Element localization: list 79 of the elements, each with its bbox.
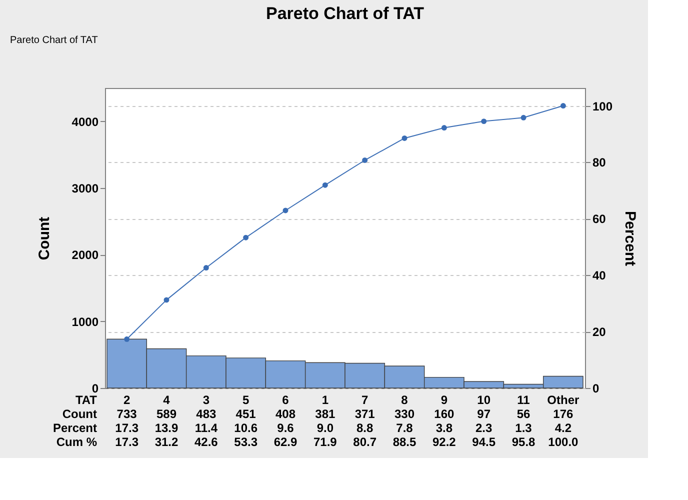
- y2-axis-title: Percent: [622, 210, 639, 266]
- data-label: 100.0: [548, 435, 579, 449]
- point: [402, 136, 408, 141]
- chart-title: Pareto Chart of TAT: [266, 4, 425, 23]
- data-label: 80.7: [353, 435, 377, 449]
- data-label: 381: [315, 407, 336, 421]
- data-label: 17.3: [115, 435, 139, 449]
- y2-tick-label: 20: [592, 325, 606, 340]
- text: 3.8: [436, 421, 453, 435]
- text: 7.8: [396, 421, 414, 435]
- x-tick-label: 7: [361, 393, 368, 407]
- data-label: 176: [553, 407, 574, 421]
- text: 8.8: [356, 421, 374, 435]
- x-tick-label: 6: [282, 393, 290, 407]
- y2-tick-label: 100: [592, 99, 613, 114]
- data-label: 53.3: [234, 435, 258, 449]
- text: 9.6: [277, 421, 294, 435]
- text: 2.3: [476, 421, 493, 435]
- text: Percent: [52, 421, 97, 435]
- y2-tick-label: 40: [592, 268, 606, 283]
- data-label: 56: [516, 407, 531, 421]
- data-label: 92.2: [432, 435, 456, 449]
- x-tick-label: 2: [123, 393, 130, 407]
- data-label: 330: [394, 407, 415, 421]
- point: [124, 336, 130, 342]
- y-tick-label: 2000: [72, 248, 99, 262]
- y2-tick-label: 0: [592, 382, 600, 396]
- y-tick-label: 0: [92, 382, 99, 396]
- x-axis-title: TAT: [75, 393, 98, 407]
- data-label: 483: [196, 407, 216, 421]
- y2-tick-label: 80: [592, 156, 606, 170]
- data-label: 94.5: [472, 435, 496, 449]
- data-label: 62.9: [274, 435, 298, 449]
- x-tick-label: 10: [477, 393, 491, 407]
- text: 4.2: [554, 421, 572, 435]
- text: Pareto Chart of TAT: [10, 35, 98, 46]
- point: [203, 265, 209, 271]
- point: [243, 234, 249, 240]
- text: Cum %: [56, 435, 98, 449]
- x-tick-label: 3: [202, 393, 210, 407]
- point: [520, 114, 526, 120]
- data-label: 451: [236, 407, 256, 421]
- data-label: 97: [477, 407, 491, 421]
- point: [362, 158, 368, 163]
- y-tick-label: 3000: [72, 182, 99, 196]
- point: [322, 182, 328, 188]
- data-label: 589: [156, 407, 177, 421]
- text: 1.3: [515, 421, 532, 435]
- data-label: 71.9: [313, 435, 338, 449]
- x-tick-label: 11: [517, 393, 530, 407]
- x-tick-label: Other: [547, 393, 580, 407]
- x-tick-label: 1: [322, 393, 329, 407]
- x-tick-label: 9: [440, 393, 448, 407]
- y-axis-title: Count: [36, 216, 53, 260]
- point: [560, 103, 566, 109]
- data-label: 733: [116, 407, 138, 421]
- y-tick-label: 4000: [72, 114, 99, 129]
- y2-tick-label: 60: [592, 212, 606, 226]
- text: 10.6: [234, 421, 258, 435]
- data-label: 408: [275, 407, 296, 421]
- data-label: 88.5: [392, 435, 417, 449]
- point: [164, 297, 170, 303]
- x-tick-label: 5: [242, 393, 250, 407]
- data-label: 95.8: [512, 435, 536, 449]
- y-tick-label: 1000: [72, 314, 99, 329]
- x-tick-label: 4: [163, 393, 170, 407]
- text: 9.0: [316, 421, 334, 435]
- data-label: 160: [434, 407, 455, 421]
- data-label: 31.2: [154, 435, 178, 449]
- series-label: Count: [62, 407, 97, 421]
- point: [481, 118, 487, 124]
- text: 17.3: [115, 421, 139, 435]
- point: [282, 208, 288, 214]
- point: [441, 125, 447, 131]
- text: 11.4: [194, 421, 218, 435]
- data-label: 371: [354, 407, 376, 421]
- text: 13.9: [154, 421, 178, 435]
- x-tick-label: 8: [401, 393, 408, 407]
- data-label: 42.6: [194, 435, 218, 449]
